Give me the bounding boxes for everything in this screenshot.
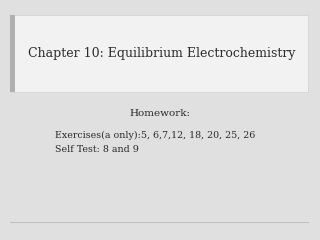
Text: Self Test: 8 and 9: Self Test: 8 and 9 (55, 145, 139, 155)
Bar (10, 15, 15, 92)
Text: Homework:: Homework: (130, 109, 190, 119)
Bar (10, 15, 308, 92)
Text: Chapter 10: Equilibrium Electrochemistry: Chapter 10: Equilibrium Electrochemistry (28, 47, 295, 60)
Text: Exercises(a only):5, 6,7,12, 18, 20, 25, 26: Exercises(a only):5, 6,7,12, 18, 20, 25,… (55, 130, 255, 140)
